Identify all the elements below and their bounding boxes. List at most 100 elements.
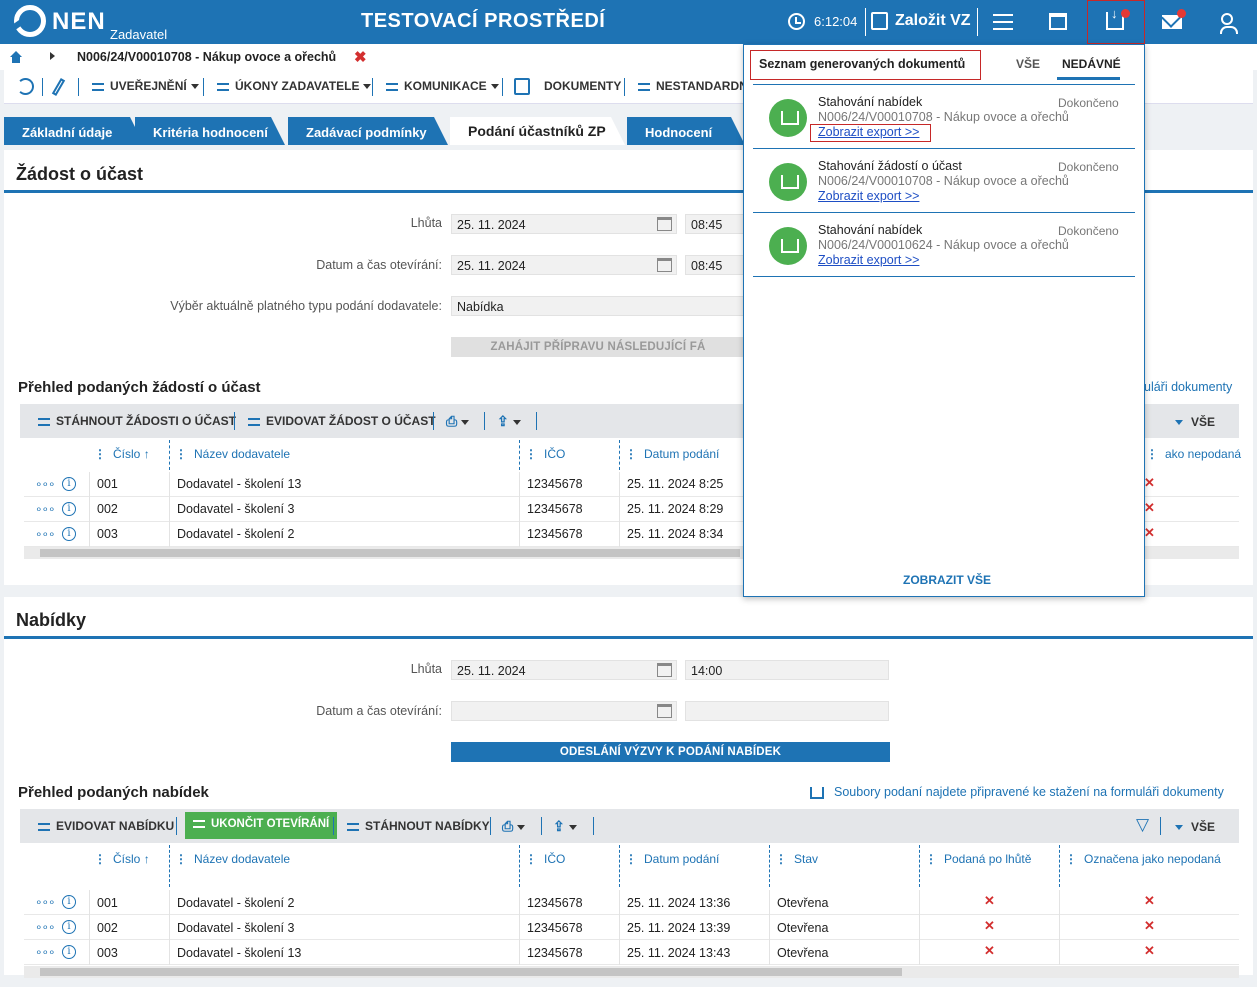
col-datum[interactable]: Datum podání	[625, 852, 719, 866]
calendar-icon[interactable]	[657, 258, 672, 272]
col-divider	[919, 845, 920, 887]
edit-icon[interactable]	[871, 12, 888, 30]
popup-item-description: N006/24/V00010708 - Nákup ovoce a ořechů	[818, 174, 1069, 188]
info-icon[interactable]: i	[62, 527, 76, 541]
document-icon[interactable]	[514, 78, 530, 95]
col-datum[interactable]: Datum podání	[625, 447, 719, 461]
more-actions-icon[interactable]: ∘∘∘	[35, 502, 56, 516]
popup-divider	[753, 84, 1135, 85]
col-nepodana[interactable]: ako nepodaná	[1146, 447, 1241, 461]
show-all-button[interactable]: ZOBRAZIT VŠE	[903, 573, 992, 587]
popup-tab-all[interactable]: VŠE	[1016, 57, 1041, 71]
table-row[interactable]	[24, 940, 1239, 965]
col-stav[interactable]: Stav	[775, 852, 818, 866]
uverejneni-menu[interactable]: UVEŘEJNĚNÍ	[92, 79, 199, 93]
calendar-icon[interactable]	[1049, 13, 1067, 30]
col-nazev[interactable]: Název dodavatele	[175, 852, 290, 866]
send-invitation-button[interactable]: ODESLÁNÍ VÝZVY K PODÁNÍ NABÍDEK	[451, 742, 890, 762]
otevreni-date-field[interactable]: 25. 11. 2024	[451, 255, 677, 275]
tab-hodnoceni[interactable]: Hodnocení	[627, 117, 745, 145]
typ-podani-select[interactable]: Nabídka	[451, 296, 745, 316]
more-actions-icon[interactable]: ∘∘∘	[35, 920, 56, 934]
komunikace-menu[interactable]: KOMUNIKACE	[386, 79, 499, 93]
ukoncit-otevirani-button[interactable]: UKONČIT OTEVÍRÁNÍ	[185, 812, 338, 839]
more-actions-icon[interactable]: ∘∘∘	[35, 945, 56, 959]
col-nepodana[interactable]: Označena jako nepodaná	[1065, 852, 1221, 866]
more-actions-icon[interactable]: ∘∘∘	[35, 477, 56, 491]
info-icon[interactable]: i	[62, 477, 76, 491]
breadcrumb-title[interactable]: N006/24/V00010708 - Nákup ovoce a ořechů	[77, 50, 337, 64]
popup-tab-recent[interactable]: NEDÁVNÉ	[1062, 57, 1121, 71]
download-success-icon	[769, 227, 807, 265]
col-cislo[interactable]: Číslo ↑	[94, 852, 150, 866]
print-icon[interactable]: ⎙	[446, 413, 470, 430]
cell-divider	[619, 522, 620, 547]
nabidky-lhuta-time-field[interactable]: 14:00	[685, 660, 889, 680]
otevreni-time-field[interactable]: 08:45	[685, 255, 745, 275]
tab-zadavaci-podminky[interactable]: Zadávací podmínky	[288, 117, 448, 145]
create-vz-button[interactable]: Založit VZ	[895, 12, 971, 29]
tab-kriteria-hodnoceni[interactable]: Kritéria hodnocení	[135, 117, 285, 145]
cell-divider	[169, 472, 170, 497]
view-all-select[interactable]: VŠE	[1175, 820, 1215, 834]
calendar-icon[interactable]	[657, 217, 672, 231]
hamburger-menu-icon[interactable]	[993, 14, 1013, 30]
inbox-download-icon[interactable]	[1106, 6, 1124, 30]
export-icon[interactable]: ⇪	[497, 413, 521, 430]
info-icon[interactable]: i	[62, 502, 76, 516]
home-icon[interactable]	[10, 51, 22, 57]
stahnout-nabidky-button[interactable]: STÁHNOUT NABÍDKY	[347, 819, 490, 833]
refresh-icon[interactable]	[17, 78, 34, 95]
view-all-select[interactable]: VŠE	[1175, 415, 1215, 429]
sort-up-icon: ↑	[143, 852, 150, 866]
evidovat-zadost-button[interactable]: EVIDOVAT ŽÁDOST O ÚČAST	[248, 414, 436, 428]
more-actions-icon[interactable]: ∘∘∘	[35, 527, 56, 541]
print-icon[interactable]: ⎙	[502, 818, 526, 835]
show-export-link[interactable]: Zobrazit export >>	[818, 253, 920, 267]
table-row[interactable]	[24, 890, 1239, 915]
tab-zakladni-udaje[interactable]: Základní údaje	[4, 117, 144, 145]
documents-link[interactable]: uláři dokumenty	[1144, 380, 1233, 394]
show-export-link[interactable]: Zobrazit export >>	[818, 125, 920, 139]
col-ico[interactable]: IČO	[525, 447, 565, 461]
col-po-lhute[interactable]: Podaná po lhůtě	[925, 852, 1031, 866]
mail-icon[interactable]	[1162, 15, 1182, 29]
nabidky-otevreni-time-field[interactable]	[685, 701, 889, 721]
table-row[interactable]	[24, 915, 1239, 940]
export-icon[interactable]: ⇪	[553, 818, 577, 835]
lhuta-time-field[interactable]: 08:45	[685, 214, 745, 234]
show-export-link[interactable]: Zobrazit export >>	[818, 189, 920, 203]
filter-icon[interactable]: ▽	[1136, 815, 1150, 834]
nabidky-lhuta-date-field[interactable]: 25. 11. 2024	[451, 660, 677, 680]
logo-text: NEN	[52, 8, 106, 35]
nabidky-otevreni-date-field[interactable]	[451, 701, 677, 721]
ukony-zadavatele-menu[interactable]: ÚKONY ZADAVATELE	[217, 79, 372, 93]
caret-down-icon	[190, 84, 199, 90]
start-next-phase-button[interactable]: ZAHÁJIT PŘÍPRAVU NÁSLEDUJÍCÍ FÁ	[451, 337, 745, 357]
calendar-icon[interactable]	[657, 663, 672, 677]
col-nazev[interactable]: Název dodavatele	[175, 447, 290, 461]
user-icon[interactable]	[1220, 13, 1238, 34]
notification-dot	[1121, 9, 1130, 18]
close-icon[interactable]: ✖	[354, 49, 367, 66]
lhuta-date-field[interactable]: 25. 11. 2024	[451, 214, 677, 234]
col-ico[interactable]: IČO	[525, 852, 565, 866]
evidovat-nabidku-button[interactable]: EVIDOVAT NABÍDKU	[38, 819, 174, 833]
info-icon[interactable]: i	[62, 920, 76, 934]
col-cislo[interactable]: Číslo ↑	[94, 447, 150, 461]
download-requests-button[interactable]: STÁHNOUT ŽÁDOSTI O ÚČAST	[38, 414, 236, 428]
calendar-icon[interactable]	[657, 704, 672, 718]
cell-ico: 12345678	[527, 477, 583, 491]
tab-podani-ucastniku[interactable]: Podání účastníků ZP	[450, 117, 625, 145]
home-icon-body[interactable]	[12, 57, 20, 63]
scrollbar-thumb[interactable]	[40, 549, 740, 557]
generated-documents-button[interactable]	[1087, 0, 1145, 44]
more-actions-icon[interactable]: ∘∘∘	[35, 895, 56, 909]
documents-link[interactable]: Soubory podaní najdete připravené ke sta…	[810, 785, 1224, 799]
nestandardni-menu[interactable]: NESTANDARDN	[638, 79, 748, 93]
scrollbar-thumb[interactable]	[40, 968, 902, 976]
dokumenty-button[interactable]: DOKUMENTY	[544, 79, 622, 93]
info-icon[interactable]: i	[62, 945, 76, 959]
info-icon[interactable]: i	[62, 895, 76, 909]
cell-cislo: 002	[97, 502, 118, 516]
